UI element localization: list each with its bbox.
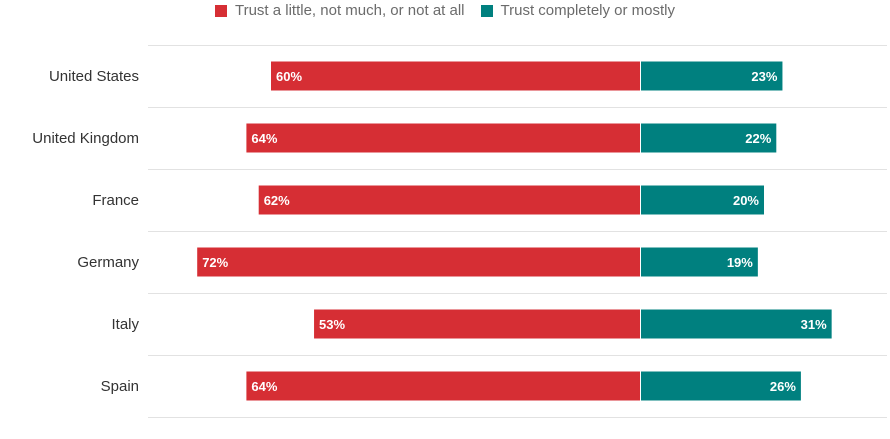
bar-trust [641, 371, 801, 401]
category-label: Spain [101, 378, 139, 395]
value-label-trust: 22% [745, 131, 771, 146]
category-label: United States [49, 68, 139, 85]
legend-swatch-distrust [214, 4, 227, 17]
bar-trust [641, 185, 764, 215]
bar-distrust [246, 371, 640, 401]
bar-distrust [271, 61, 640, 91]
value-label-trust: 19% [727, 255, 753, 270]
bar-trust [641, 247, 758, 277]
category-label: Italy [111, 316, 139, 333]
bar-trust [641, 61, 783, 91]
bar-trust [641, 123, 777, 153]
value-label-distrust: 64% [251, 379, 277, 394]
legend-label-trust: Trust completely or mostly [500, 2, 676, 19]
legend-swatch-trust [480, 4, 493, 17]
value-label-trust: 26% [770, 379, 796, 394]
legend-item-trust: Trust completely or mostly [480, 2, 676, 19]
category-label: United Kingdom [32, 130, 139, 147]
legend-label-distrust: Trust a little, not much, or not at all [234, 2, 465, 19]
value-label-trust: 20% [733, 193, 759, 208]
value-label-distrust: 53% [319, 317, 345, 332]
bar-trust [641, 309, 832, 339]
value-label-distrust: 72% [202, 255, 228, 270]
legend-item-distrust: Trust a little, not much, or not at all [214, 2, 465, 19]
bar-distrust [314, 309, 640, 339]
bar-distrust [246, 123, 640, 153]
category-label: France [92, 192, 139, 209]
bar-distrust [258, 185, 640, 215]
value-label-trust: 31% [801, 317, 827, 332]
value-label-distrust: 62% [264, 193, 290, 208]
category-label: Germany [77, 254, 139, 271]
value-label-distrust: 60% [276, 69, 302, 84]
value-label-trust: 23% [751, 69, 777, 84]
value-label-distrust: 64% [251, 131, 277, 146]
legend: Trust a little, not much, or not at all … [0, 2, 890, 19]
bar-distrust [197, 247, 640, 277]
